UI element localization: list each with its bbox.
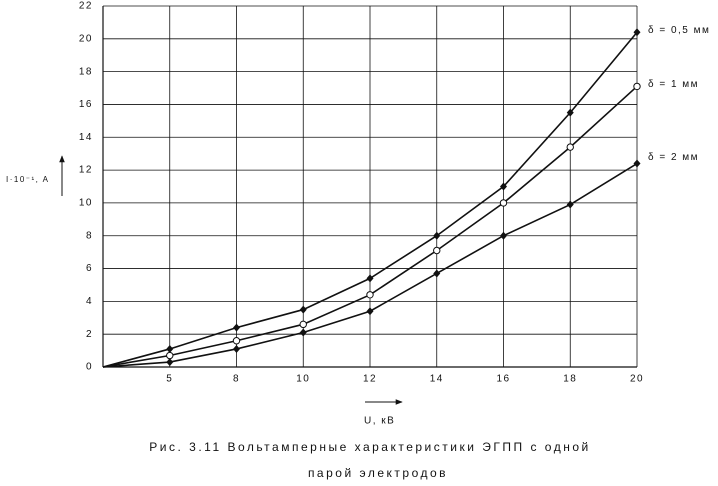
x-tick-label: 16 [496,374,510,385]
point [500,231,507,240]
point [166,358,174,367]
point [633,159,641,168]
y-tick-label: 22 [79,1,93,12]
y-tick-label: 10 [79,198,93,209]
point [233,344,240,353]
point [499,199,508,207]
point [433,269,441,278]
point [433,231,441,240]
point [633,28,641,37]
caption: парой электродов [308,466,448,480]
x-tick-label: 20 [630,374,644,385]
y-axis-label: I·10⁻¹, A [6,175,50,184]
point [366,307,374,316]
point [633,82,641,91]
point [299,328,307,337]
point [366,291,374,299]
point [233,323,240,332]
y-tick-label: 20 [79,33,93,44]
y-tick-label: 2 [86,329,93,340]
y-tick-label: 12 [79,165,93,176]
x-tick-label: 8 [233,374,240,385]
caption: Рис. 3.11 Вольтамперные характеристики Э… [149,440,590,454]
x-tick-label: 14 [430,374,444,385]
y-tick-label: 16 [79,99,93,110]
point [566,143,574,151]
point [299,305,307,314]
point [166,344,174,353]
x-axis-label: U, кВ [364,416,395,427]
y-tick-label: 18 [79,66,93,77]
x-tick-label: 10 [296,374,310,385]
y-tick-label: 8 [86,230,93,241]
x-tick-label: 5 [166,374,173,385]
point [433,246,441,255]
y-tick-label: 0 [86,362,93,373]
point [500,182,507,191]
series-label: δ = 2 мм [648,152,699,163]
series-label: δ = 1 мм [648,79,699,90]
point [566,108,574,117]
point [366,274,374,283]
series-label: δ = 0,5 мм [648,25,710,36]
y-tick-label: 4 [86,296,93,307]
x-tick-label: 12 [363,374,377,385]
point [566,200,574,209]
x-tick-label: 18 [563,374,577,385]
y-tick-label: 6 [86,263,93,274]
point [232,337,241,345]
y-tick-label: 14 [79,132,93,143]
point [299,320,307,329]
point [166,351,174,360]
